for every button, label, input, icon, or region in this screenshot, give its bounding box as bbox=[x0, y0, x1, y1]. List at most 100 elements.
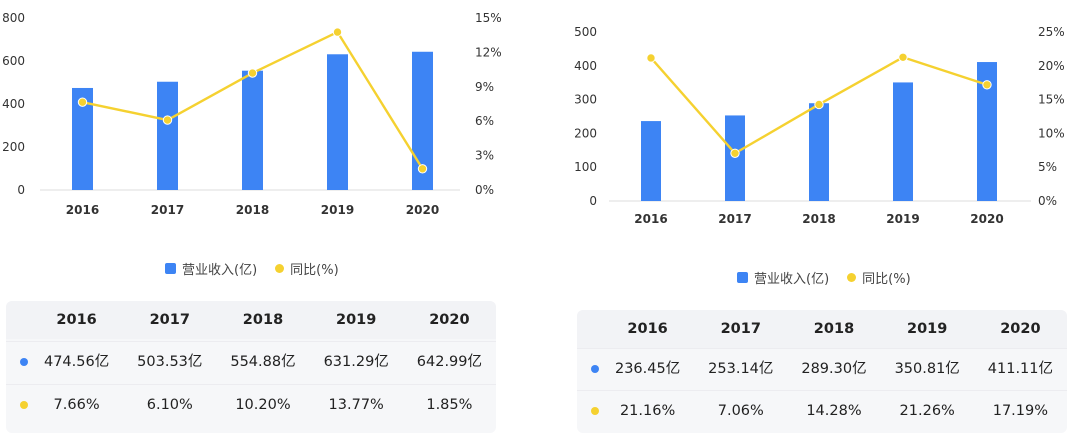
table-header-cell: 2018 bbox=[813, 321, 855, 337]
x-tick-label: 2017 bbox=[718, 212, 751, 226]
y-right-tick-label: 6% bbox=[475, 114, 494, 128]
table-cell-revenue: 642.99亿 bbox=[416, 354, 483, 370]
chart-panel-1: 0 200 400 600 800 0% 3% 6% 9% 12% 15% 2016 2017 2018 2… bbox=[2, 11, 502, 433]
table-header-row: 2016 2017 2018 2019 2020 bbox=[6, 301, 496, 339]
y-left-tick-label: 100 bbox=[574, 160, 597, 174]
x-tick-label: 2019 bbox=[886, 212, 919, 226]
x-tick-label: 2018 bbox=[802, 212, 835, 226]
y-right-tick-label: 10% bbox=[1038, 126, 1065, 140]
yoy-point[interactable] bbox=[982, 80, 992, 90]
yoy-point[interactable] bbox=[247, 68, 258, 78]
table-header-cell: 2020 bbox=[1000, 321, 1041, 337]
yoy-point[interactable] bbox=[332, 27, 343, 37]
table-cell-revenue: 411.11亿 bbox=[987, 361, 1054, 377]
y-left-tick-label: 800 bbox=[2, 11, 25, 25]
table-cell-yoy: 6.10% bbox=[146, 397, 193, 413]
yoy-point[interactable] bbox=[417, 164, 428, 174]
table-cell-yoy: 21.16% bbox=[619, 403, 676, 419]
table-header-cell: 2019 bbox=[907, 321, 948, 337]
table-header-cell: 2017 bbox=[149, 312, 190, 328]
x-tick-label: 2019 bbox=[321, 203, 354, 217]
x-tick-label: 2016 bbox=[634, 212, 667, 226]
revenue-bar[interactable] bbox=[412, 51, 433, 191]
y-left-tick-label: 400 bbox=[574, 59, 597, 73]
y-right-tick-label: 5% bbox=[1038, 160, 1057, 174]
chart-panel-2: 0 100 200 300 400 500 0% 5% 10% 15% 20% 25% 2016 2017… bbox=[540, 0, 1080, 447]
table-divider bbox=[577, 348, 1067, 349]
table-cell-revenue: 503.53亿 bbox=[137, 354, 203, 370]
combo-chart-1: 0 200 400 600 800 0% 3% 6% 9% 12% 15% 2016 2017 2018 2… bbox=[2, 11, 502, 217]
revenue-bar[interactable] bbox=[641, 121, 661, 201]
x-tick-label: 2016 bbox=[66, 203, 99, 217]
table-header-cell: 2017 bbox=[720, 321, 761, 337]
yoy-point[interactable] bbox=[646, 53, 656, 63]
y-right-tick-label: 0% bbox=[1038, 194, 1057, 208]
y-left-tick-label: 200 bbox=[2, 140, 25, 154]
revenue-bar[interactable] bbox=[72, 87, 93, 190]
chart-legend-2: 营业收入(亿) 同比(%) bbox=[737, 268, 911, 287]
table-cell-revenue: 253.14亿 bbox=[708, 361, 774, 377]
y-left-tick-label: 0 bbox=[589, 194, 597, 208]
y-left-tick-label: 300 bbox=[574, 93, 597, 107]
table-row-revenue: 236.45亿 253.14亿 289.30亿 350.81亿 411.11亿 bbox=[577, 350, 1067, 388]
chart-legend-1: 营业收入(亿) 同比(%) bbox=[165, 259, 339, 278]
y-right-tick-label: 25% bbox=[1038, 25, 1065, 39]
table-header-row: 2016 2017 2018 2019 2020 bbox=[577, 310, 1067, 348]
revenue-marker bbox=[20, 358, 28, 366]
y-left-tick-label: 400 bbox=[2, 97, 25, 111]
table-cell-revenue: 631.29亿 bbox=[323, 354, 389, 370]
table-header-cell: 2018 bbox=[242, 312, 284, 328]
table-cell-yoy: 7.06% bbox=[717, 403, 764, 419]
yoy-point[interactable] bbox=[730, 148, 740, 158]
table-cell-revenue: 289.30亿 bbox=[801, 361, 867, 377]
y-left-tick-label: 600 bbox=[2, 54, 25, 68]
table-cell-revenue: 350.81亿 bbox=[894, 361, 960, 377]
revenue-bar[interactable] bbox=[327, 54, 348, 191]
yoy-point[interactable] bbox=[162, 115, 173, 125]
legend-label-yoy: 同比(%) bbox=[862, 272, 911, 287]
revenue-bar[interactable] bbox=[977, 62, 997, 202]
revenue-bar[interactable] bbox=[809, 103, 829, 201]
table-cell-yoy: 7.66% bbox=[53, 397, 100, 413]
x-tick-label: 2018 bbox=[236, 203, 269, 217]
revenue-marker bbox=[591, 365, 599, 373]
y-left-tick-label: 200 bbox=[574, 126, 597, 140]
yoy-point[interactable] bbox=[814, 99, 824, 110]
legend-item-yoy[interactable]: 同比(%) bbox=[847, 268, 911, 287]
table-divider bbox=[6, 384, 496, 385]
revenue-bar[interactable] bbox=[893, 82, 913, 201]
table-row-yoy: 21.16% 7.06% 14.28% 21.26% 17.19% bbox=[577, 392, 1067, 430]
legend-label-yoy: 同比(%) bbox=[290, 263, 339, 278]
data-table-1: 2016 2017 2018 2019 2020 474.56亿 503.53亿 554.88… bbox=[6, 301, 496, 433]
y-right-tick-label: 9% bbox=[475, 80, 494, 94]
table-cell-revenue: 236.45亿 bbox=[614, 361, 681, 377]
table-header-cell: 2016 bbox=[627, 321, 668, 337]
y-left-tick-label: 500 bbox=[574, 25, 597, 39]
table-cell-yoy: 1.85% bbox=[426, 397, 473, 413]
revenue-bar[interactable] bbox=[725, 115, 745, 201]
legend-label-revenue: 营业收入(亿) bbox=[754, 272, 830, 287]
yoy-marker bbox=[20, 401, 28, 409]
legend-bar-swatch bbox=[737, 272, 748, 283]
y-right-tick-label: 12% bbox=[475, 45, 502, 59]
table-cell-yoy: 21.26% bbox=[899, 403, 955, 419]
table-header-cell: 2019 bbox=[336, 312, 377, 328]
legend-item-revenue[interactable]: 营业收入(亿) bbox=[165, 259, 257, 278]
table-cell-yoy: 13.77% bbox=[328, 397, 384, 413]
revenue-bar[interactable] bbox=[242, 70, 263, 190]
revenue-bar[interactable] bbox=[157, 81, 178, 190]
y-left-tick-label: 0 bbox=[17, 183, 25, 197]
y-right-tick-label: 15% bbox=[475, 11, 502, 25]
legend-item-revenue[interactable]: 营业收入(亿) bbox=[737, 268, 829, 287]
table-divider bbox=[577, 390, 1067, 391]
legend-item-yoy[interactable]: 同比(%) bbox=[275, 259, 339, 278]
legend-bar-swatch bbox=[165, 263, 176, 274]
table-header-cell: 2020 bbox=[429, 312, 470, 328]
table-cell-yoy: 10.20% bbox=[235, 397, 291, 413]
yoy-point[interactable] bbox=[898, 52, 908, 62]
x-tick-label: 2017 bbox=[151, 203, 184, 217]
combo-chart-2: 0 100 200 300 400 500 0% 5% 10% 15% 20% 25% 2016 2017… bbox=[574, 25, 1065, 226]
yoy-point[interactable] bbox=[77, 97, 88, 107]
yoy-marker bbox=[591, 407, 599, 415]
y-right-tick-label: 20% bbox=[1038, 59, 1065, 73]
